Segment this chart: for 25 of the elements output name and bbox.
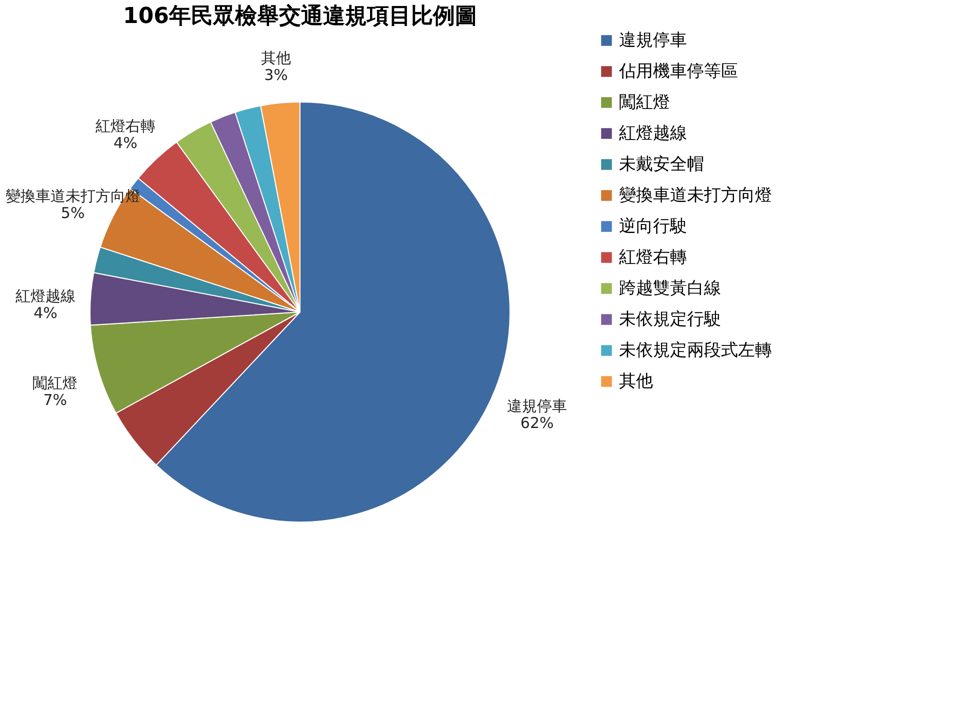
legend-label: 闖紅燈 [619, 92, 670, 112]
legend-label: 其他 [619, 372, 653, 392]
legend-label: 紅燈右轉 [619, 248, 687, 268]
legend-label: 變換車道未打方向燈 [619, 186, 772, 206]
slice-label: 其他 [261, 49, 291, 68]
data-label: 5% [60, 204, 85, 222]
slice-label: 紅燈右轉 [95, 117, 156, 136]
legend-label: 未依規定行駛 [619, 310, 721, 330]
legend-label: 未依規定兩段式左轉 [619, 340, 772, 360]
legend-label: 紅燈越線 [619, 124, 687, 144]
legend-label: 佔用機車停等區 [618, 62, 738, 82]
legend-label: 違規停車 [619, 30, 687, 50]
chart-title: 106年民眾檢舉交通違規項目比例圖 [123, 3, 477, 29]
data-label: 4% [34, 304, 58, 322]
legend-label: 跨越雙黃白線 [619, 278, 721, 298]
data-label: 62% [520, 414, 554, 432]
slice-label: 違規停車 [507, 396, 568, 415]
slice-label: 紅燈越線 [16, 286, 76, 305]
data-label: 7% [43, 391, 68, 410]
legend-label: 逆向行駛 [619, 216, 687, 236]
data-label: 4% [114, 134, 138, 152]
slice-label: 變換車道未打方向燈 [5, 187, 140, 206]
slice-label: 闖紅燈 [32, 374, 78, 392]
legend-label: 未戴安全帽 [619, 154, 704, 174]
data-label: 3% [264, 66, 288, 84]
